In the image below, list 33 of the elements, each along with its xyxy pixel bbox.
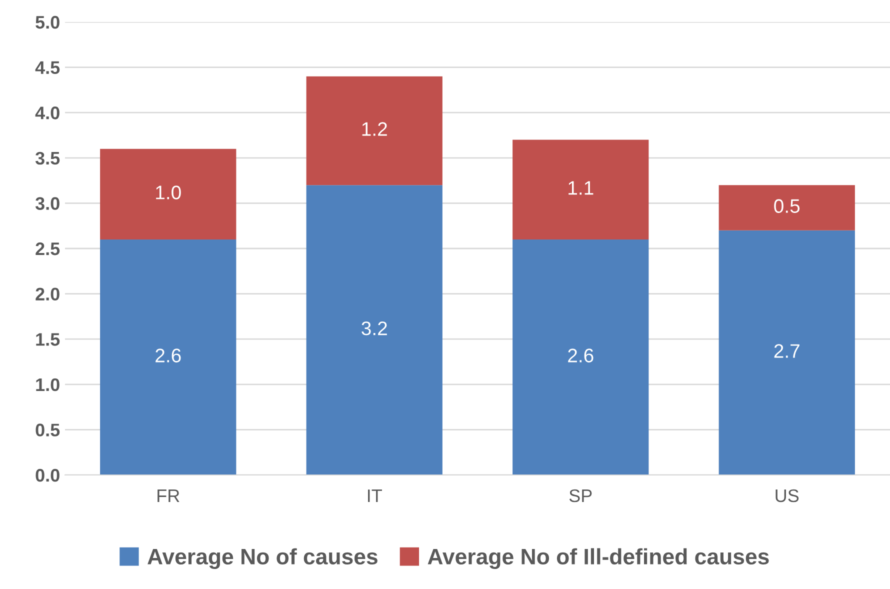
y-tick-label: 4.0: [35, 106, 60, 120]
bar: [512, 239, 649, 475]
data-label: 0.5: [774, 199, 800, 213]
bar: [306, 76, 442, 186]
data-label: 1.1: [568, 181, 594, 195]
y-tick-label: 2.0: [36, 288, 60, 301]
y-tick-label: 3.5: [35, 152, 60, 165]
x-tick-label: SP: [569, 489, 592, 502]
data-label: 1.2: [362, 122, 387, 136]
y-tick-label: 5.0: [36, 16, 60, 29]
bar: [512, 140, 649, 240]
bar: [100, 148, 236, 240]
y-tick-label: 0.0: [36, 468, 60, 482]
y-tick-label: 4.5: [35, 61, 60, 74]
legend-label: Average No of causes: [148, 548, 378, 569]
data-label: 1.0: [156, 186, 181, 200]
y-tick-label: 3.0: [35, 197, 60, 210]
bar: [718, 230, 855, 475]
x-tick-label: IT: [368, 490, 382, 502]
y-tick-label: 1.5: [36, 333, 60, 346]
bar: [100, 239, 236, 475]
legend-label: Average No of Ill-defined causes: [428, 548, 769, 569]
bar: [718, 185, 855, 230]
bar: [306, 185, 442, 475]
y-tick-label: 0.5: [36, 424, 60, 436]
data-label: 2.6: [156, 348, 181, 362]
y-tick-label: 2.5: [36, 242, 60, 256]
data-label: 2.6: [568, 348, 594, 362]
data-label: 2.7: [774, 344, 800, 358]
y-tick-label: 1.0: [36, 378, 60, 392]
x-tick-label: US: [776, 489, 799, 502]
x-tick-label: FR: [158, 490, 180, 502]
data-label: 3.2: [362, 321, 387, 336]
